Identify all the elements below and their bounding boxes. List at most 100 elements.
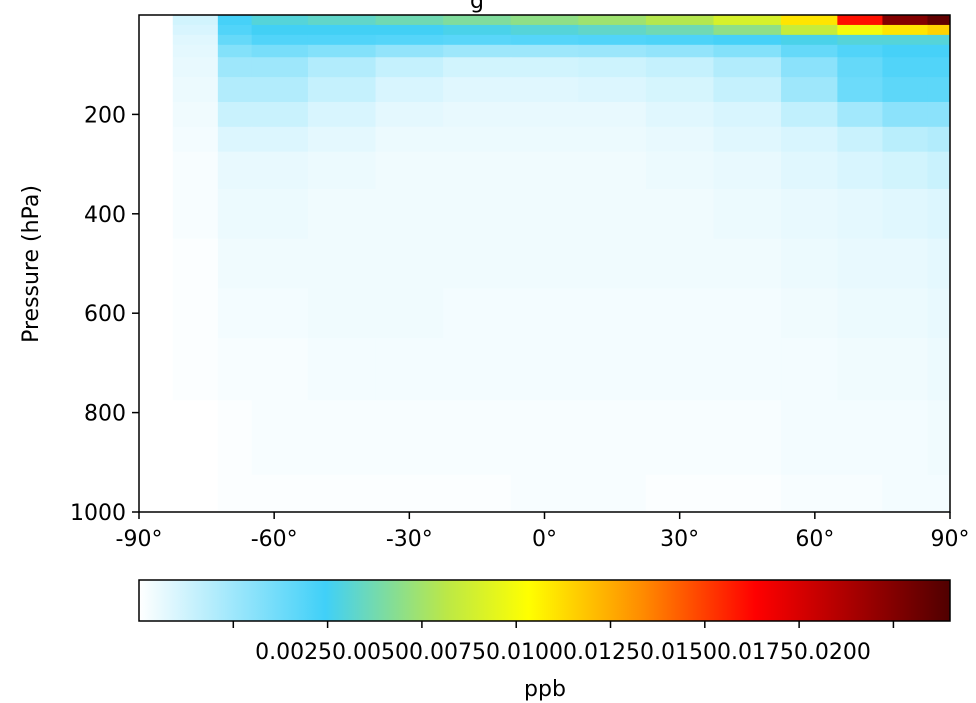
heatmap-cell: [251, 57, 309, 78]
heatmap-cell: [781, 24, 838, 36]
heatmap-cell: [837, 34, 884, 46]
heatmap-cell: [510, 474, 579, 512]
heatmap-cell: [510, 238, 579, 289]
heatmap-cell: [217, 288, 253, 339]
heatmap-cell: [251, 338, 309, 401]
heatmap-cell: [578, 151, 647, 190]
y-axis: 200 400 600 800 1000: [70, 103, 139, 526]
x-tick-label: -90°: [116, 527, 163, 552]
heatmap-cell: [927, 338, 950, 401]
heatmap-cell: [837, 126, 884, 153]
heatmap-cell: [139, 151, 174, 190]
colorbar: [138, 579, 951, 622]
heatmap-cell: [307, 151, 377, 190]
heatmap-cell: [375, 238, 444, 289]
heatmap-cell: [251, 400, 309, 476]
heatmap-cell: [139, 15, 174, 26]
heatmap-cell: [882, 34, 929, 46]
heatmap-cell: [375, 151, 444, 190]
heatmap-cell: [139, 34, 174, 46]
heatmap-cell: [172, 15, 219, 26]
heatmap-cell: [927, 34, 950, 46]
heatmap-cell: [139, 44, 174, 58]
heatmap-cell: [781, 474, 838, 512]
heatmap-cell: [882, 151, 929, 190]
heatmap-cell: [882, 126, 929, 153]
heatmap-cell: [781, 101, 838, 128]
heatmap-cell: [645, 44, 715, 58]
heatmap-cell: [217, 400, 253, 476]
heatmap-cell: [172, 77, 219, 103]
heatmap-cell: [172, 151, 219, 190]
heatmap-cell: [713, 338, 782, 401]
heatmap-cell: [443, 57, 512, 78]
heatmap-cell: [375, 474, 444, 512]
heatmap-cell: [837, 57, 884, 78]
heatmap-cell: [251, 151, 309, 190]
colorbar-tick-labels: 0.00250.00500.00750.01000.01250.01500.01…: [255, 640, 871, 665]
heatmap-cell: [781, 400, 838, 476]
heatmap-cell: [139, 474, 174, 512]
heatmap-cell: [217, 238, 253, 289]
heatmap-cell: [927, 15, 950, 26]
heatmap-cell: [837, 338, 884, 401]
heatmap-cell: [645, 77, 715, 103]
heatmap-cell: [307, 77, 377, 103]
heatmap-cell: [781, 44, 838, 58]
heatmap-cell: [172, 338, 219, 401]
heatmap-cell: [375, 126, 444, 153]
y-tick-label: 200: [84, 103, 126, 128]
heatmap-cell: [443, 15, 512, 26]
heatmap-cell: [510, 288, 579, 339]
heatmap-cell: [713, 188, 782, 240]
heatmap-cell: [443, 44, 512, 58]
heatmap-cell: [375, 188, 444, 240]
colorbar-ticks: [232, 621, 895, 628]
heatmap-cell: [837, 400, 884, 476]
heatmap-cell: [172, 101, 219, 128]
heatmap-cell: [510, 77, 579, 103]
heatmap-cell: [713, 151, 782, 190]
heatmap-cell: [645, 101, 715, 128]
colorbar-label: ppb: [524, 677, 566, 702]
heatmap-cell: [307, 34, 377, 46]
y-axis-label: Pressure (hPa): [19, 185, 44, 343]
heatmap-cell: [139, 77, 174, 103]
heatmap-cell: [307, 57, 377, 78]
heatmap-cell: [443, 288, 512, 339]
heatmap-cell: [375, 101, 444, 128]
heatmap-cell: [713, 288, 782, 339]
x-tick-label: 90°: [931, 527, 970, 552]
heatmap-cell: [217, 34, 253, 46]
y-tick-label: 400: [84, 203, 126, 228]
heatmap-cell: [927, 400, 950, 476]
heatmap-cell: [443, 24, 512, 36]
heatmap-cell: [927, 126, 950, 153]
heatmap-cell: [578, 474, 647, 512]
heatmap-cell: [375, 400, 444, 476]
heatmap-cell: [578, 400, 647, 476]
heatmap-cell: [927, 151, 950, 190]
heatmap-cell: [781, 34, 838, 46]
heatmap-cell: [443, 101, 512, 128]
heatmap-cell: [927, 288, 950, 339]
heatmap-cell: [578, 44, 647, 58]
heatmap-cell: [578, 238, 647, 289]
heatmap-cell: [645, 24, 715, 36]
heatmap-cell: [645, 15, 715, 26]
heatmap-cell: [375, 24, 444, 36]
x-tick-label: 60°: [795, 527, 834, 552]
heatmap-cell: [781, 77, 838, 103]
heatmap-cell: [139, 126, 174, 153]
heatmap-cell: [837, 77, 884, 103]
heatmap-cell: [713, 77, 782, 103]
heatmap-cell: [837, 188, 884, 240]
heatmap-cell: [251, 238, 309, 289]
heatmap-cell: [837, 101, 884, 128]
heatmap-cell: [645, 126, 715, 153]
heatmap-cell: [837, 238, 884, 289]
x-axis: -90° -60° -30° 0° 30° 60° 90°: [116, 512, 970, 552]
heatmap-cell: [837, 15, 884, 26]
heatmap-cell: [578, 188, 647, 240]
